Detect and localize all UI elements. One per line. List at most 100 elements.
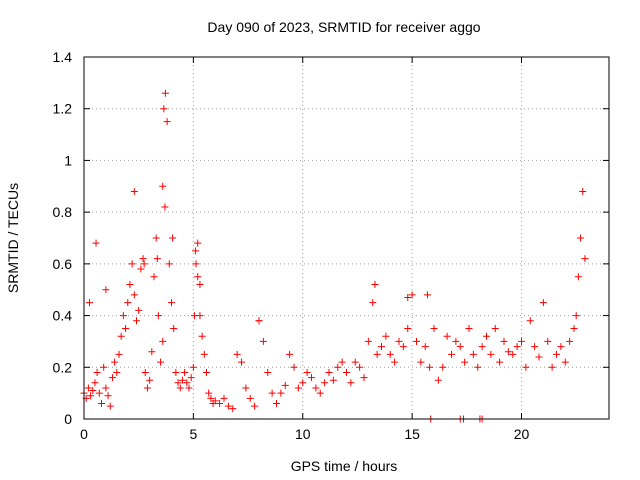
data-point — [577, 234, 585, 242]
data-point — [130, 187, 138, 195]
data-point — [461, 358, 469, 366]
chart-title: Day 090 of 2023, SRMTID for receiver agg… — [207, 19, 480, 35]
data-point — [308, 374, 315, 382]
x-tick-label: 0 — [80, 426, 88, 442]
y-tick-label: 1.4 — [53, 49, 73, 65]
data-point — [478, 343, 486, 351]
data-point — [448, 350, 455, 358]
data-point — [170, 325, 178, 332]
data-point — [160, 105, 168, 113]
data-point — [316, 389, 324, 397]
x-tick-label: 5 — [189, 426, 197, 442]
data-point — [535, 353, 543, 361]
data-point — [140, 260, 148, 268]
data-point — [216, 399, 224, 407]
data-point — [91, 379, 99, 387]
data-point — [192, 247, 200, 255]
data-point — [229, 405, 237, 413]
data-point — [334, 363, 342, 371]
data-point — [581, 255, 589, 263]
data-point — [391, 358, 399, 366]
data-point — [338, 358, 346, 366]
data-point — [181, 368, 189, 376]
x-tick-label: 15 — [404, 426, 420, 442]
data-point — [148, 348, 156, 356]
data-point — [303, 368, 311, 376]
data-point — [452, 337, 460, 345]
data-point — [281, 381, 289, 389]
data-point — [566, 337, 574, 345]
data-point — [233, 350, 241, 358]
data-point — [465, 325, 473, 332]
data-point — [259, 337, 267, 345]
data-point — [194, 239, 202, 247]
data-point — [539, 299, 547, 307]
data-point — [106, 402, 114, 410]
data-point — [264, 368, 272, 376]
data-point — [553, 350, 560, 358]
data-point — [133, 317, 140, 325]
data-point — [242, 384, 250, 392]
data-point — [273, 399, 280, 407]
y-tick-label: 0.6 — [53, 256, 73, 272]
data-point — [159, 337, 167, 345]
data-point — [572, 312, 580, 320]
data-point — [137, 265, 145, 273]
data-point — [189, 363, 197, 371]
data-point — [150, 273, 158, 281]
data-point — [474, 363, 482, 371]
data-point — [176, 384, 184, 392]
data-point — [198, 332, 206, 340]
data-point — [369, 299, 377, 307]
data-point — [98, 399, 105, 407]
data-point — [404, 293, 412, 301]
data-point — [163, 118, 171, 126]
data-point — [574, 273, 582, 281]
data-point — [108, 374, 116, 382]
data-point — [417, 358, 425, 366]
y-tick-label: 1.2 — [53, 101, 73, 117]
data-point — [509, 350, 517, 358]
axis-ticks: 0 5 10 15 20 0 0.2 0.4 0.6 0.8 1 1.2 1.4 — [53, 49, 609, 442]
data-points — [80, 89, 589, 423]
data-point — [192, 260, 200, 268]
data-point — [531, 343, 539, 351]
data-point — [152, 234, 160, 242]
data-point — [143, 384, 151, 392]
data-point — [220, 394, 228, 402]
data-point — [399, 343, 407, 351]
y-axis-label: SRMTID / TECUs — [5, 183, 21, 293]
data-point — [504, 348, 512, 356]
data-point — [286, 350, 294, 358]
data-point — [185, 384, 193, 392]
data-point — [172, 368, 180, 376]
y-tick-label: 0 — [64, 411, 72, 427]
data-point — [159, 182, 167, 190]
data-point — [194, 273, 202, 281]
data-point — [526, 317, 534, 325]
data-point — [251, 402, 259, 410]
data-point — [491, 325, 499, 332]
data-point — [312, 384, 320, 392]
data-point — [104, 392, 112, 400]
data-point — [93, 368, 101, 376]
data-point — [579, 187, 587, 195]
data-point — [130, 291, 138, 299]
data-point — [207, 394, 215, 402]
data-point — [426, 363, 434, 371]
data-point — [500, 337, 508, 345]
y-tick-label: 0.8 — [53, 204, 73, 220]
y-tick-label: 0.4 — [53, 308, 73, 324]
data-point — [102, 384, 110, 392]
data-point — [92, 239, 100, 247]
data-point — [196, 281, 204, 289]
data-point — [487, 350, 495, 358]
data-point — [203, 368, 210, 376]
data-point — [205, 389, 213, 397]
data-point — [89, 387, 97, 395]
x-axis-label: GPS time / hours — [291, 458, 398, 474]
data-point — [124, 299, 132, 307]
data-point — [117, 332, 125, 340]
data-point — [126, 281, 134, 289]
